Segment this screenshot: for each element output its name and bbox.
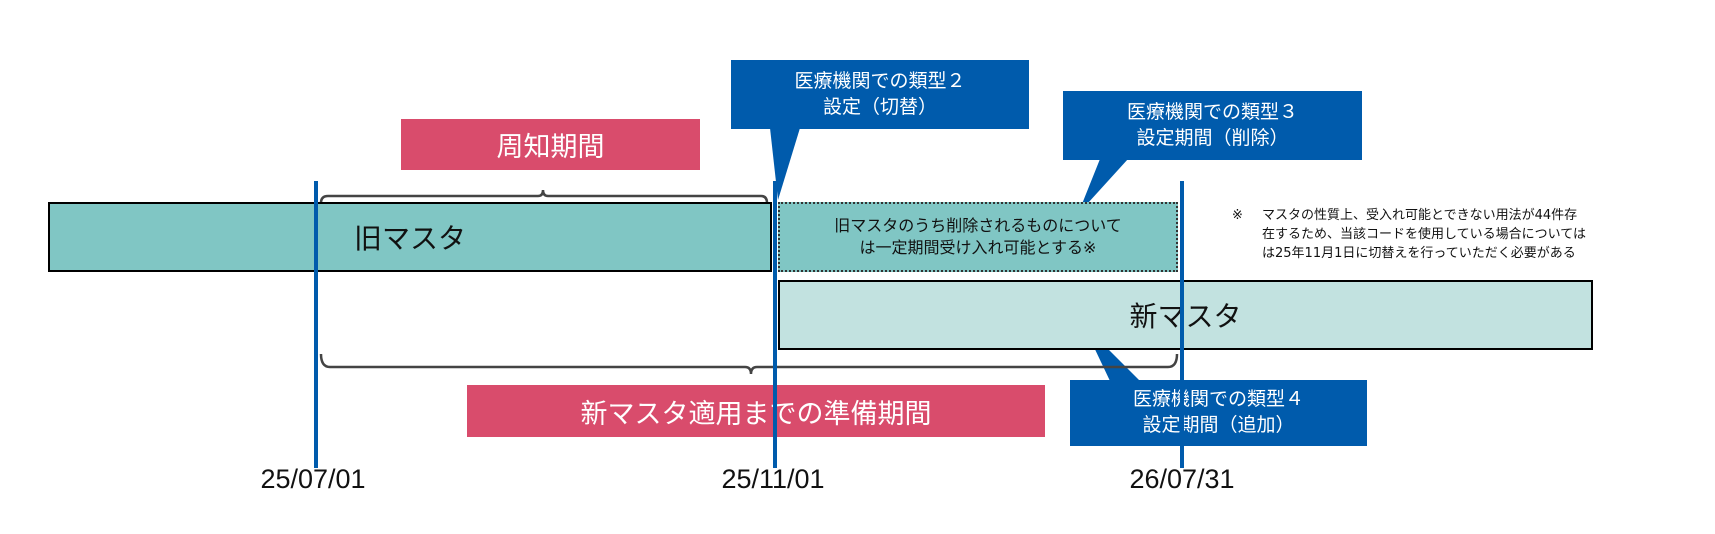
prep-period-brace xyxy=(319,353,1179,375)
footnote-line2: 在するため、当該コードを使用している場合については xyxy=(1262,226,1586,242)
callout-2-line2: 設定（切替） xyxy=(822,95,937,118)
transition-text-line2: は一定期間受け入れ可能とする※ xyxy=(859,238,1097,257)
callout-3-line1: 医療機関での類型３ xyxy=(1126,100,1298,123)
callout-2-tail xyxy=(770,128,800,200)
callout-3-line2: 設定期間（削除） xyxy=(1136,126,1289,149)
prep-period-label: 新マスタ適用までの準備期間 xyxy=(467,385,1045,437)
old-master-bar: 旧マスタ xyxy=(48,202,772,272)
callout-type2-switch: 医療機関での類型２ 設定（切替） xyxy=(731,60,1029,129)
callout-type4-add: 医療機関での類型４ 設定期間（追加） xyxy=(1070,380,1367,446)
footnote: ※ マスタの性質上、受入れ可能とできない用法が44件存 在するため、当該コードを… xyxy=(1232,207,1586,264)
footnote-line3: は25年11月1日に切替えを行っていただく必要がある xyxy=(1262,245,1576,261)
notice-period-brace xyxy=(319,189,769,204)
footnote-mark: ※ xyxy=(1232,208,1243,223)
callout-type3-delete: 医療機関での類型３ 設定期間（削除） xyxy=(1063,91,1362,160)
callout-2-line1: 医療機関での類型２ xyxy=(794,69,966,92)
date-label-start: 25/07/01 xyxy=(260,464,366,494)
transition-period-box: 旧マスタのうち削除されるものについて は一定期間受け入れ可能とする※ xyxy=(778,202,1178,272)
timeline-marker-251101 xyxy=(773,181,777,468)
callout-4-line2: 設定期間（追加） xyxy=(1142,414,1295,436)
new-master-bar: 新マスタ xyxy=(778,280,1593,350)
timeline-marker-260731 xyxy=(1180,181,1184,468)
callout-4-line1: 医療機関での類型４ xyxy=(1132,388,1304,411)
notice-period-label: 周知期間 xyxy=(401,119,700,170)
date-label-switch: 25/11/01 xyxy=(721,464,825,494)
footnote-line1: マスタの性質上、受入れ可能とできない用法が44件存 xyxy=(1262,208,1578,223)
callout-3-tail xyxy=(1078,159,1128,214)
timeline-marker-250701 xyxy=(314,181,318,468)
date-label-end: 26/07/31 xyxy=(1129,464,1235,494)
transition-text-line1: 旧マスタのうち削除されるものについて xyxy=(834,215,1122,235)
